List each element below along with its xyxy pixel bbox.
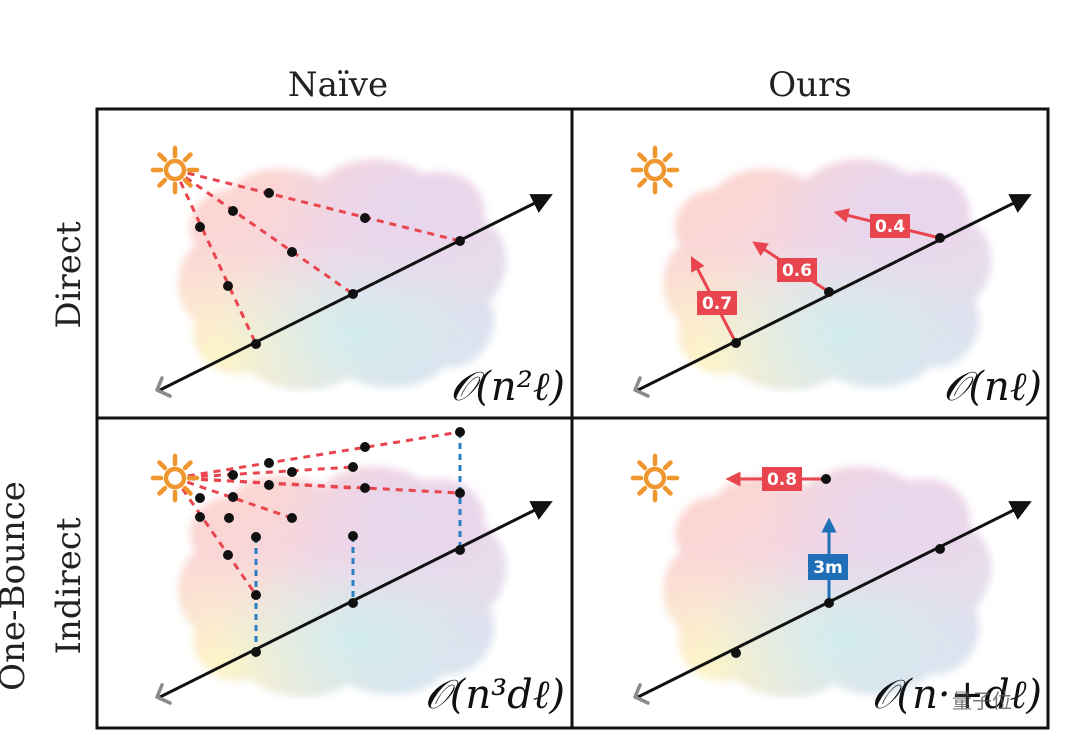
panel-ours-direct: 0.7 0.6 0.4 𝒪(nℓ) bbox=[633, 148, 1042, 410]
sun-icon bbox=[153, 456, 197, 500]
volume-cloud bbox=[663, 466, 991, 696]
sample-points bbox=[195, 427, 465, 657]
sample-points bbox=[731, 233, 945, 348]
column-title-ours: Ours bbox=[768, 65, 851, 105]
shadow-rays bbox=[173, 430, 461, 596]
sample-points bbox=[195, 188, 465, 349]
row-title-indirect-line2: Indirect bbox=[49, 517, 89, 654]
complexity-ours-direct: 𝒪(nℓ) bbox=[943, 364, 1042, 410]
panel-naive-direct: 𝒪(n²ℓ) bbox=[153, 148, 565, 410]
distance-tag bbox=[808, 554, 848, 580]
transmittance-value: 0.4 bbox=[875, 217, 905, 237]
panel-ours-indirect: 0.8 3m 𝒪(n·+dℓ) 量子位 bbox=[633, 456, 1042, 718]
row-title-indirect-line1: One-Bounce bbox=[0, 481, 33, 691]
transmittance-tag bbox=[762, 467, 802, 491]
panel-grid bbox=[95, 107, 1050, 730]
camera-arrow-icon bbox=[633, 376, 650, 398]
transmittance-value: 0.6 bbox=[782, 261, 812, 281]
sample-points bbox=[731, 474, 945, 658]
volume-cloud bbox=[663, 159, 991, 389]
transmittance-tag bbox=[870, 214, 910, 238]
transmittance-tag bbox=[777, 258, 817, 282]
camera-arrow-icon bbox=[633, 683, 650, 705]
complexity-ours-indirect: 𝒪(n·+dℓ) bbox=[871, 672, 1042, 718]
complexity-naive-indirect: 𝒪(n³dℓ) bbox=[425, 672, 565, 718]
column-title-naive: Naïve bbox=[288, 65, 388, 105]
sun-icon bbox=[153, 148, 197, 192]
panel-naive-indirect: 𝒪(n³dℓ) bbox=[153, 427, 565, 718]
sun-icon bbox=[633, 456, 677, 500]
shadow-rays bbox=[173, 168, 461, 345]
transmittance-value: 0.8 bbox=[767, 470, 797, 490]
camera-arrow-icon bbox=[155, 376, 172, 398]
row-title-direct: Direct bbox=[49, 221, 89, 329]
transmittance-value: 0.7 bbox=[702, 294, 732, 314]
camera-arrow-icon bbox=[155, 683, 172, 705]
watermark: 量子位 bbox=[952, 689, 1012, 713]
distance-value: 3m bbox=[813, 558, 843, 578]
complexity-naive-direct: 𝒪(n²ℓ) bbox=[450, 364, 565, 410]
sun-icon bbox=[633, 148, 677, 192]
transmittance-tag bbox=[697, 291, 737, 315]
